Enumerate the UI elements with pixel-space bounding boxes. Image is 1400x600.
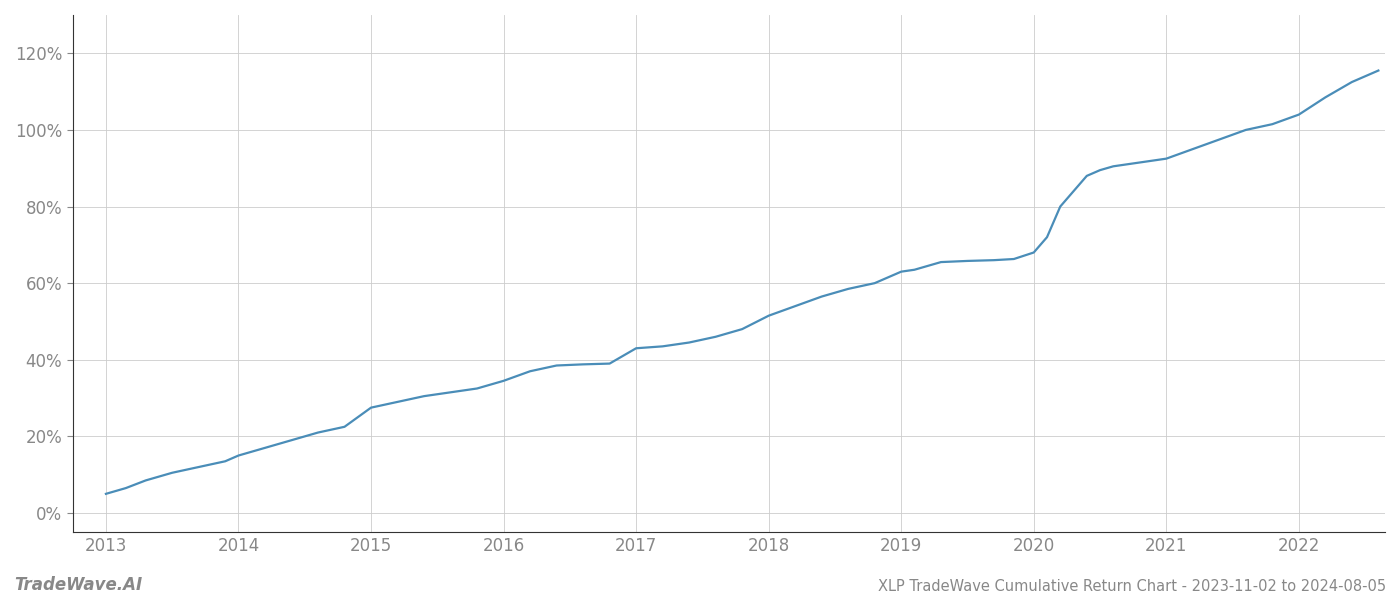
Text: TradeWave.AI: TradeWave.AI [14,576,143,594]
Text: XLP TradeWave Cumulative Return Chart - 2023-11-02 to 2024-08-05: XLP TradeWave Cumulative Return Chart - … [878,579,1386,594]
